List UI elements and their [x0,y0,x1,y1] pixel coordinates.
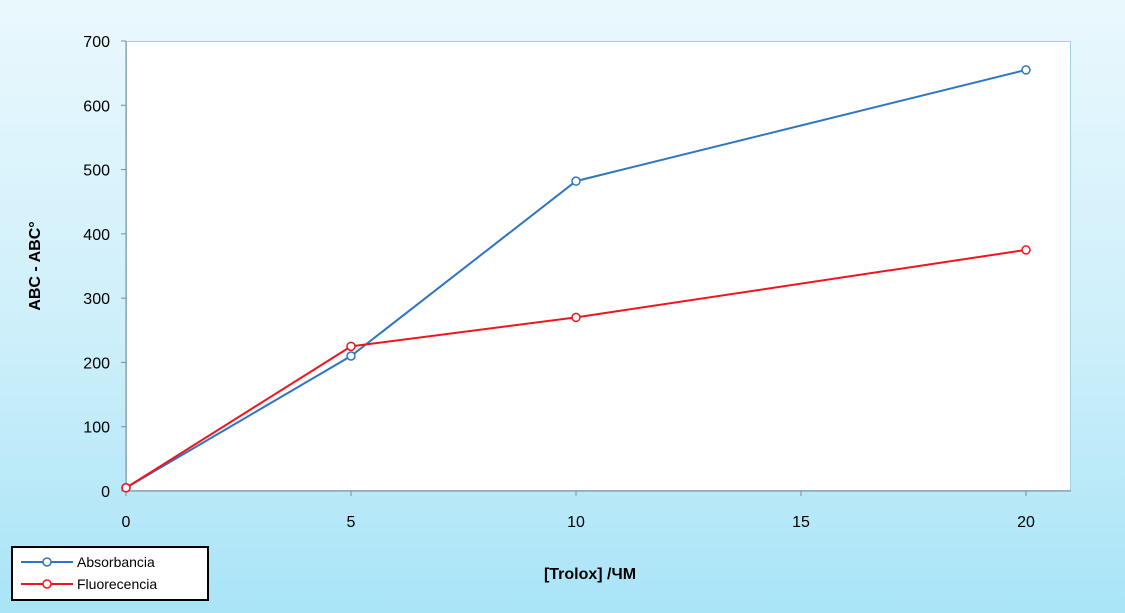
x-tick-label: 5 [347,514,356,531]
legend-item-absorbancia: Absorbancia [13,552,209,572]
x-tick-label: 15 [792,514,810,531]
legend: Absorbancia Fluorecencia [11,546,209,601]
legend-label-fluorecencia: Fluorecencia [77,576,158,592]
series-line-fluorecencia [125,248,1027,489]
x-tick-labels: 0 5 10 15 20 [122,491,1035,531]
data-point-absorbancia [571,176,581,186]
y-tick-label: 700 [83,34,110,51]
legend-label-absorbancia: Absorbancia [77,554,155,570]
series-layer [121,65,1031,493]
y-tick-label: 100 [83,420,110,437]
data-point-absorbancia [346,351,356,361]
axes [125,41,1071,492]
y-tick-label: 0 [101,484,110,501]
data-point-fluorecencia [1021,245,1031,255]
x-tick-label: 20 [1017,514,1035,531]
data-point-fluorecencia [571,312,581,323]
legend-marker-absorbancia [21,557,73,567]
data-point-fluorecencia [346,341,356,352]
y-axis-title: ABC - ABC° [27,221,44,310]
y-tick-label: 600 [83,98,110,115]
y-tick-label: 300 [83,291,110,308]
y-tick-label: 200 [83,355,110,372]
y-tick-label: 400 [83,227,110,244]
x-axis-title: [Trolox] /ЧM [544,566,636,583]
data-point-fluorecencia [121,483,131,493]
x-tick-label: 0 [122,514,131,531]
series-line-absorbancia [125,68,1027,489]
legend-marker-fluorecencia [21,579,73,589]
y-tick-labels: 0 100 200 300 400 500 600 700 [83,34,126,501]
x-tick-label: 10 [567,514,585,531]
data-point-absorbancia [1021,65,1031,75]
y-tick-label: 500 [83,163,110,180]
legend-item-fluorecencia: Fluorecencia [13,574,209,594]
